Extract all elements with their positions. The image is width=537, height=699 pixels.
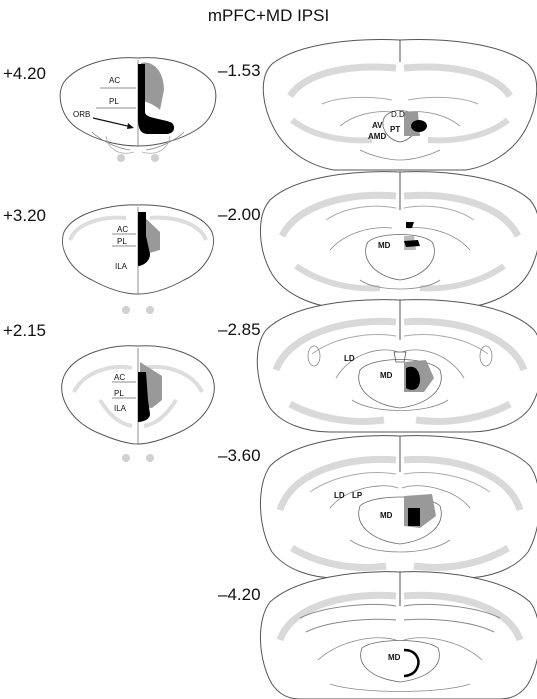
pfc-section-2: AC PL ILA [62,204,214,314]
thalamus-section-4: LD LP MD [260,435,537,579]
coordinate-label-thal-3: –2.85 [218,320,261,339]
region-label-md-t3: MD [380,371,393,380]
region-label-ld-t3: LD [344,354,355,363]
thalamus-section-2: MD [260,171,537,309]
region-label-av-t1: AV [372,121,383,130]
region-label-ac-3: AC [114,373,125,382]
region-label-md-t2: MD [378,241,391,250]
figure-title: mPFC+MD IPSI [207,6,330,25]
region-label-pl-3: PL [114,389,124,398]
region-label-md-t4: MD [380,511,393,520]
coordinate-label-thal-1: –1.53 [218,61,261,80]
thalamus-section-5: MD [260,571,537,699]
region-label-dd-t1: D.D [391,110,405,119]
region-label-md-t5: MD [388,653,401,662]
region-label-ld-t4: LD [334,491,345,500]
coordinate-label-pfc-1: +4.20 [3,64,47,83]
region-label-ila-2: ILA [115,262,128,271]
coordinate-label-pfc-3: +2.15 [3,321,47,340]
thalamus-section-3: LD MD [256,299,537,433]
coordinate-label-pfc-2: +3.20 [3,206,47,225]
region-label-amd-t1: AMD [368,132,386,141]
region-label-orb-1: ORB [73,110,90,119]
region-label-ac-2: AC [117,225,128,234]
pfc-section-3: AC PL ILA [61,345,215,462]
region-label-ila-3: ILA [114,404,127,413]
coordinate-label-thal-5: –4.20 [218,585,261,604]
region-label-ac-1: AC [109,76,120,85]
coordinate-label-thal-2: –2.00 [218,205,261,224]
region-label-pt-t1: PT [390,125,400,134]
region-label-lp-t4: LP [352,491,363,500]
coordinate-label-thal-4: –3.60 [218,446,261,465]
region-label-pl-1: PL [109,97,119,106]
region-label-pl-2: PL [117,237,127,246]
thalamus-section-1: D.D AV AMD PT [262,39,537,171]
pfc-section-1: AC PL ORB [59,57,217,162]
